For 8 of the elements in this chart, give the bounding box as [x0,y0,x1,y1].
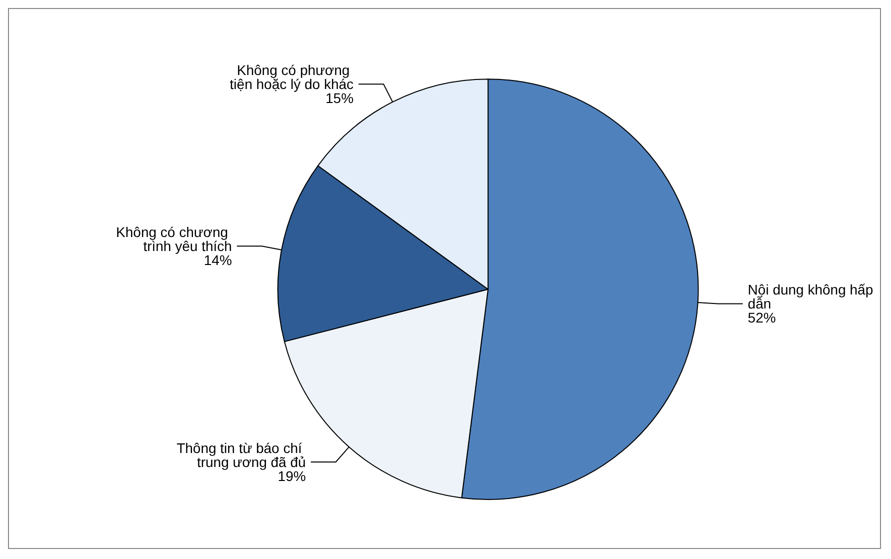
slice-label: Không có phương tiện hoặc lý do khác [230,62,354,92]
data-label: 15% [326,90,354,106]
data-label: 19% [278,468,306,484]
slice-label: Nội dung không hấp dẫn [748,282,878,312]
slice-label: Không có chương trình yêu thích [116,224,232,254]
data-label: 14% [204,252,232,268]
data-label: 52% [748,310,776,326]
slice-label: Thông tin từ báo chí trung ương đã đủ [176,440,306,470]
